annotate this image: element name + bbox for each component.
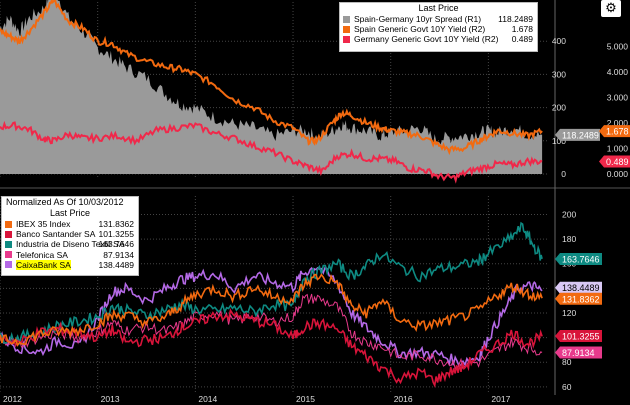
r2-tick-label: 3.000 (607, 92, 629, 102)
series-line-bottom-2 (0, 221, 543, 346)
last-value-tag: 1.678 (599, 125, 630, 138)
tag-label: 0.489 (606, 157, 629, 167)
tag-shape (555, 329, 602, 342)
tag-shape (555, 281, 602, 294)
top-legend: Last Price Spain-Germany 10yr Spread (R1… (339, 2, 538, 52)
tag-shape (555, 253, 602, 266)
r1-tick-label: 200 (552, 103, 566, 113)
tag-shape (555, 128, 600, 141)
last-value-tag: 101.3255 (555, 329, 602, 342)
r1-tick-label: 400 (552, 36, 566, 46)
legend-value: 163.7646 (98, 239, 134, 250)
tag-label: 138.4489 (562, 283, 600, 293)
bottom-plot (0, 221, 543, 388)
legend-entry: Banco Santander SA 101.3255 (2, 229, 138, 239)
top-plot (0, 0, 543, 184)
bottom-y-tick-label: 200 (562, 209, 576, 219)
tag-label: 163.7646 (562, 255, 600, 265)
bottom-legend-subtitle: Normalized As Of 10/03/2012 (6, 197, 124, 207)
bottom-y-tick-label: 60 (562, 382, 572, 392)
bottom-y-tick-label: 80 (562, 357, 572, 367)
tag-shape (599, 155, 630, 168)
x-tick-label: 2015 (296, 394, 315, 404)
x-tick-label: 2013 (101, 394, 120, 404)
x-tick-label: 2012 (3, 394, 22, 404)
legend-entry: Industria de Diseno Textil SA 163.7646 (2, 239, 138, 249)
bottom-legend-title: Last Price (49, 208, 91, 218)
tag-label: 118.2489 (562, 130, 599, 140)
legend-label: Telefonica SA (16, 249, 68, 260)
legend-label: Industria de Diseno Textil SA (16, 239, 125, 250)
tag-label: 131.8362 (562, 294, 600, 304)
tag-shape (599, 125, 630, 138)
legend-entry: Germany Generic Govt 10Y Yield (R2) 0.489 (340, 34, 537, 44)
series-line-bottom-1 (0, 308, 543, 388)
legend-value: 138.4489 (98, 259, 134, 270)
r2-tick-label: 5.000 (607, 41, 629, 51)
legend-value: 131.8362 (98, 219, 134, 229)
legend-swatch (343, 15, 350, 23)
legend-label: IBEX 35 Index (16, 219, 71, 229)
last-value-tag: 138.4489 (555, 281, 602, 294)
legend-swatch (5, 220, 12, 228)
legend-value: 0.489 (511, 34, 533, 45)
tag-label: 101.3255 (562, 331, 600, 341)
x-tick-label: 2016 (394, 394, 413, 404)
legend-label: Banco Santander SA (16, 229, 96, 240)
last-value-tag: 163.7646 (555, 253, 602, 266)
last-value-tag: 0.489 (599, 155, 630, 168)
series-line-top-2 (0, 120, 543, 184)
legend-label: CaixaBank SA (16, 259, 71, 271)
r1-tick-label: 0 (561, 169, 566, 179)
legend-swatch (5, 251, 12, 259)
tag-shape (555, 346, 602, 359)
last-value-tag: 87.9134 (555, 346, 602, 359)
legend-swatch (5, 261, 12, 269)
x-tick-label: 2014 (198, 394, 217, 404)
legend-value: 87.9134 (103, 249, 134, 260)
last-value-tag: 118.2489 (555, 128, 600, 141)
legend-label: Spain-Germany 10yr Spread (R1) (354, 14, 482, 24)
legend-label: Spain Generic Govt 10Y Yield (R2) (354, 24, 486, 35)
legend-entry: Spain Generic Govt 10Y Yield (R2) 1.678 (340, 24, 537, 34)
last-value-tag: 131.8362 (555, 292, 602, 305)
bottom-y-tick-label: 180 (562, 234, 576, 244)
legend-value: 1.678 (511, 24, 533, 35)
legend-value: 101.3255 (98, 229, 134, 240)
series-line-bottom-4 (0, 265, 543, 368)
legend-entry: Telefonica SA 87.9134 (2, 250, 138, 260)
gear-icon[interactable]: ⚙ (601, 0, 621, 17)
legend-value: 118.2489 (498, 14, 533, 24)
legend-swatch (343, 25, 350, 33)
last-value-tags: 118.2489 1.678 0.489 163.7646 138.4489131.83… (555, 125, 630, 359)
x-tick-label: 2017 (491, 394, 510, 404)
tag-shape (555, 292, 602, 305)
legend-entry: Spain-Germany 10yr Spread (R1) 118.2489 (340, 14, 537, 24)
tag-label: 87.9134 (562, 348, 595, 358)
r1-tick-label: 300 (552, 69, 566, 79)
r2-tick-label: 0.000 (607, 169, 629, 179)
r2-tick-label: 4.000 (607, 67, 629, 77)
top-legend-title: Last Price (418, 3, 459, 13)
legend-swatch (5, 241, 12, 248)
legend-entry: CaixaBank SA 138.4489 (2, 259, 138, 271)
bottom-legend: Normalized As Of 10/03/2012 Last Price I… (1, 196, 139, 276)
bottom-y-tick-label: 120 (562, 308, 576, 318)
legend-entry: IBEX 35 Index 131.8362 (2, 219, 138, 229)
tag-label: 1.678 (606, 127, 629, 137)
r1-tick-label: 100 (552, 136, 566, 146)
series-line-top-1 (0, 0, 543, 156)
legend-label: Germany Generic Govt 10Y Yield (R2) (354, 34, 499, 45)
legend-swatch (343, 36, 350, 43)
legend-swatch (5, 230, 12, 238)
series-line-bottom-0 (0, 273, 543, 347)
r2-tick-label: 1.000 (607, 143, 629, 153)
bottom-grid (0, 196, 547, 393)
r2-tick-label: 2.000 (607, 118, 629, 128)
